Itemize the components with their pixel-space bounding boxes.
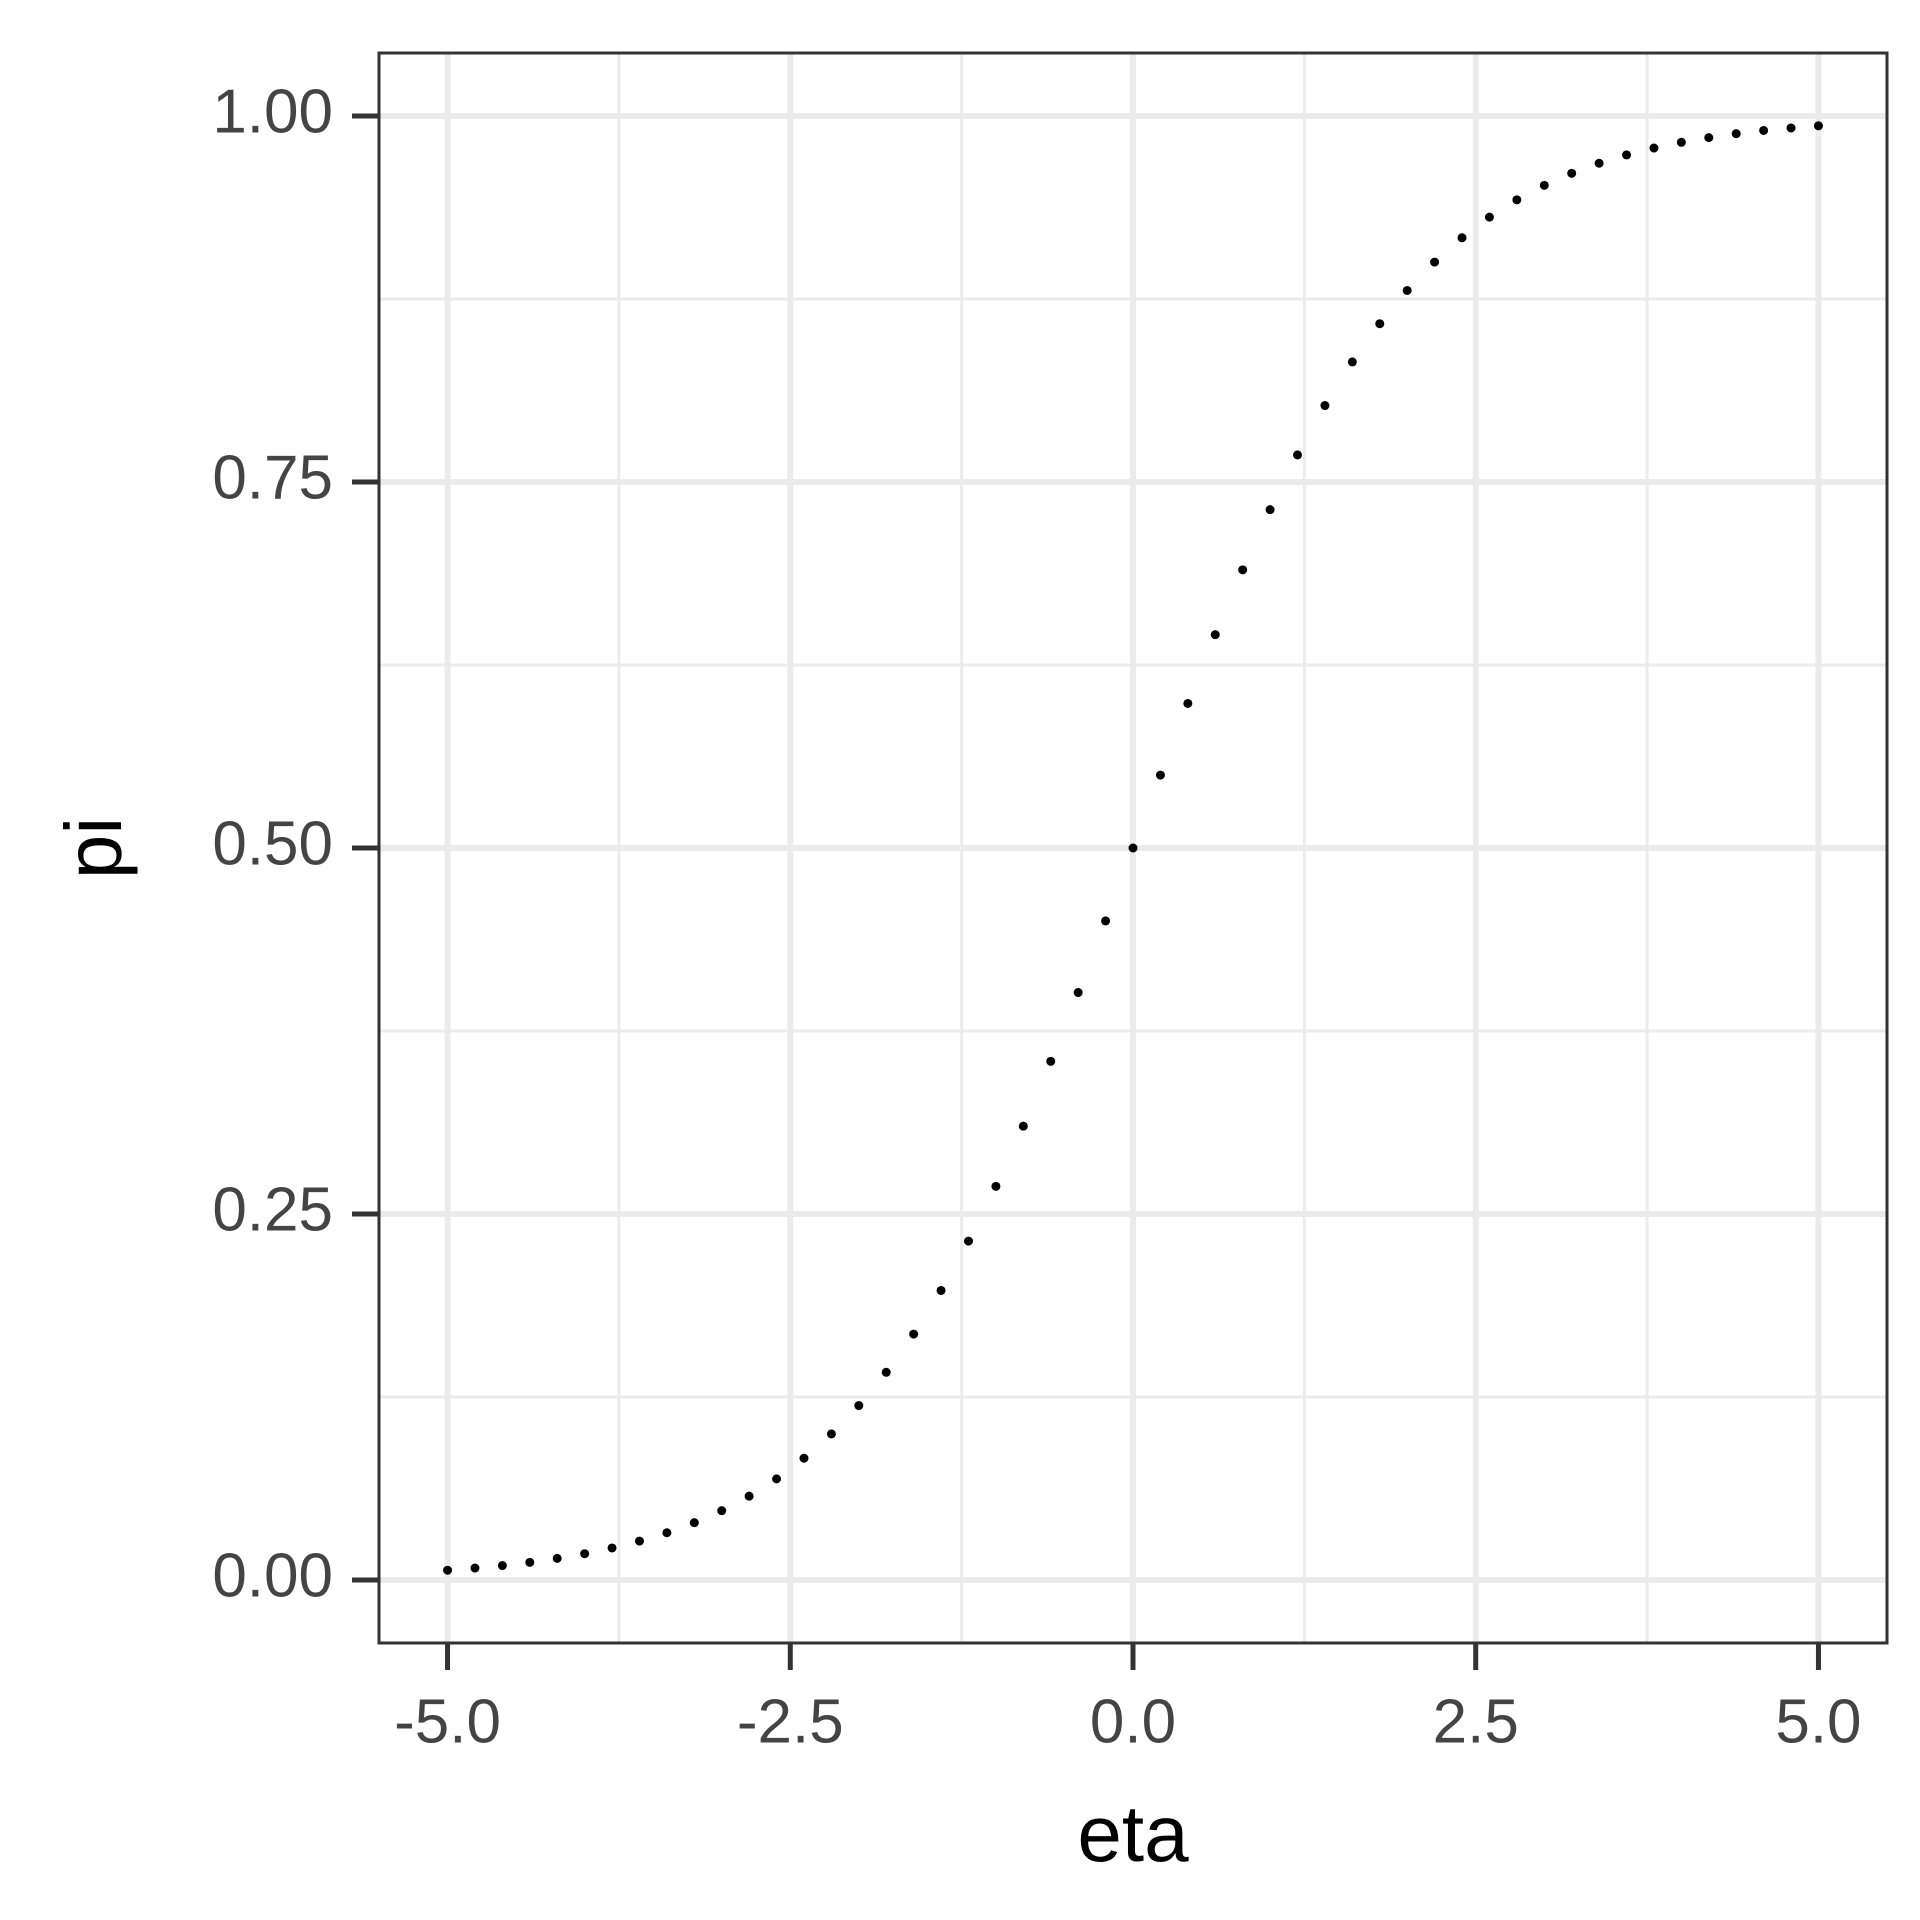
point	[799, 1453, 809, 1463]
x-tick-label: -2.5	[737, 1687, 844, 1756]
y-tick-label: 0.50	[212, 809, 333, 878]
point	[580, 1549, 590, 1559]
point	[1704, 133, 1714, 143]
point	[1183, 698, 1193, 708]
point	[1594, 158, 1604, 168]
point	[1622, 150, 1632, 160]
point	[1457, 233, 1467, 243]
point	[1210, 630, 1220, 640]
point	[497, 1561, 507, 1571]
panel-border	[377, 51, 1889, 1645]
x-tick-label: 0.0	[1090, 1687, 1176, 1756]
point	[936, 1285, 946, 1295]
point	[1101, 916, 1111, 926]
point	[552, 1553, 562, 1563]
point	[826, 1429, 836, 1439]
point	[772, 1474, 782, 1484]
point	[909, 1329, 919, 1339]
point	[1293, 450, 1303, 460]
y-tick-label: 0.00	[212, 1541, 333, 1610]
point	[1813, 121, 1823, 131]
x-tick-label: 2.5	[1433, 1687, 1519, 1756]
point	[881, 1367, 891, 1377]
point	[1539, 180, 1549, 190]
point	[1649, 143, 1659, 153]
point	[1046, 1056, 1056, 1066]
point	[634, 1536, 644, 1546]
point	[717, 1506, 727, 1516]
point	[1155, 770, 1165, 780]
point	[1567, 168, 1577, 178]
point	[1786, 123, 1796, 133]
point	[1512, 195, 1522, 205]
point	[1731, 129, 1741, 139]
point	[1128, 843, 1138, 853]
point	[963, 1236, 973, 1246]
x-tick-label: 5.0	[1775, 1687, 1861, 1756]
point	[525, 1557, 535, 1567]
y-axis-title: pi	[49, 817, 138, 879]
point	[1759, 125, 1769, 135]
point	[1073, 988, 1083, 998]
point	[744, 1491, 754, 1501]
point	[1320, 401, 1330, 411]
point	[662, 1528, 672, 1538]
x-axis-title: eta	[1077, 1789, 1189, 1878]
point	[470, 1563, 480, 1573]
point	[1676, 137, 1686, 147]
point	[1484, 212, 1494, 222]
point	[1238, 565, 1248, 575]
point	[1265, 505, 1275, 515]
point	[854, 1401, 864, 1411]
point	[1402, 285, 1412, 295]
point	[1347, 357, 1357, 367]
y-tick-label: 0.25	[212, 1175, 333, 1244]
y-tick-label: 1.00	[212, 77, 333, 146]
point	[991, 1181, 1001, 1191]
y-tick-label: 0.75	[212, 443, 333, 512]
point	[1430, 257, 1440, 267]
point	[689, 1518, 699, 1528]
point	[607, 1543, 617, 1553]
x-tick-label: -5.0	[394, 1687, 501, 1756]
point	[1375, 319, 1385, 329]
point	[443, 1565, 453, 1575]
point	[1018, 1121, 1028, 1131]
